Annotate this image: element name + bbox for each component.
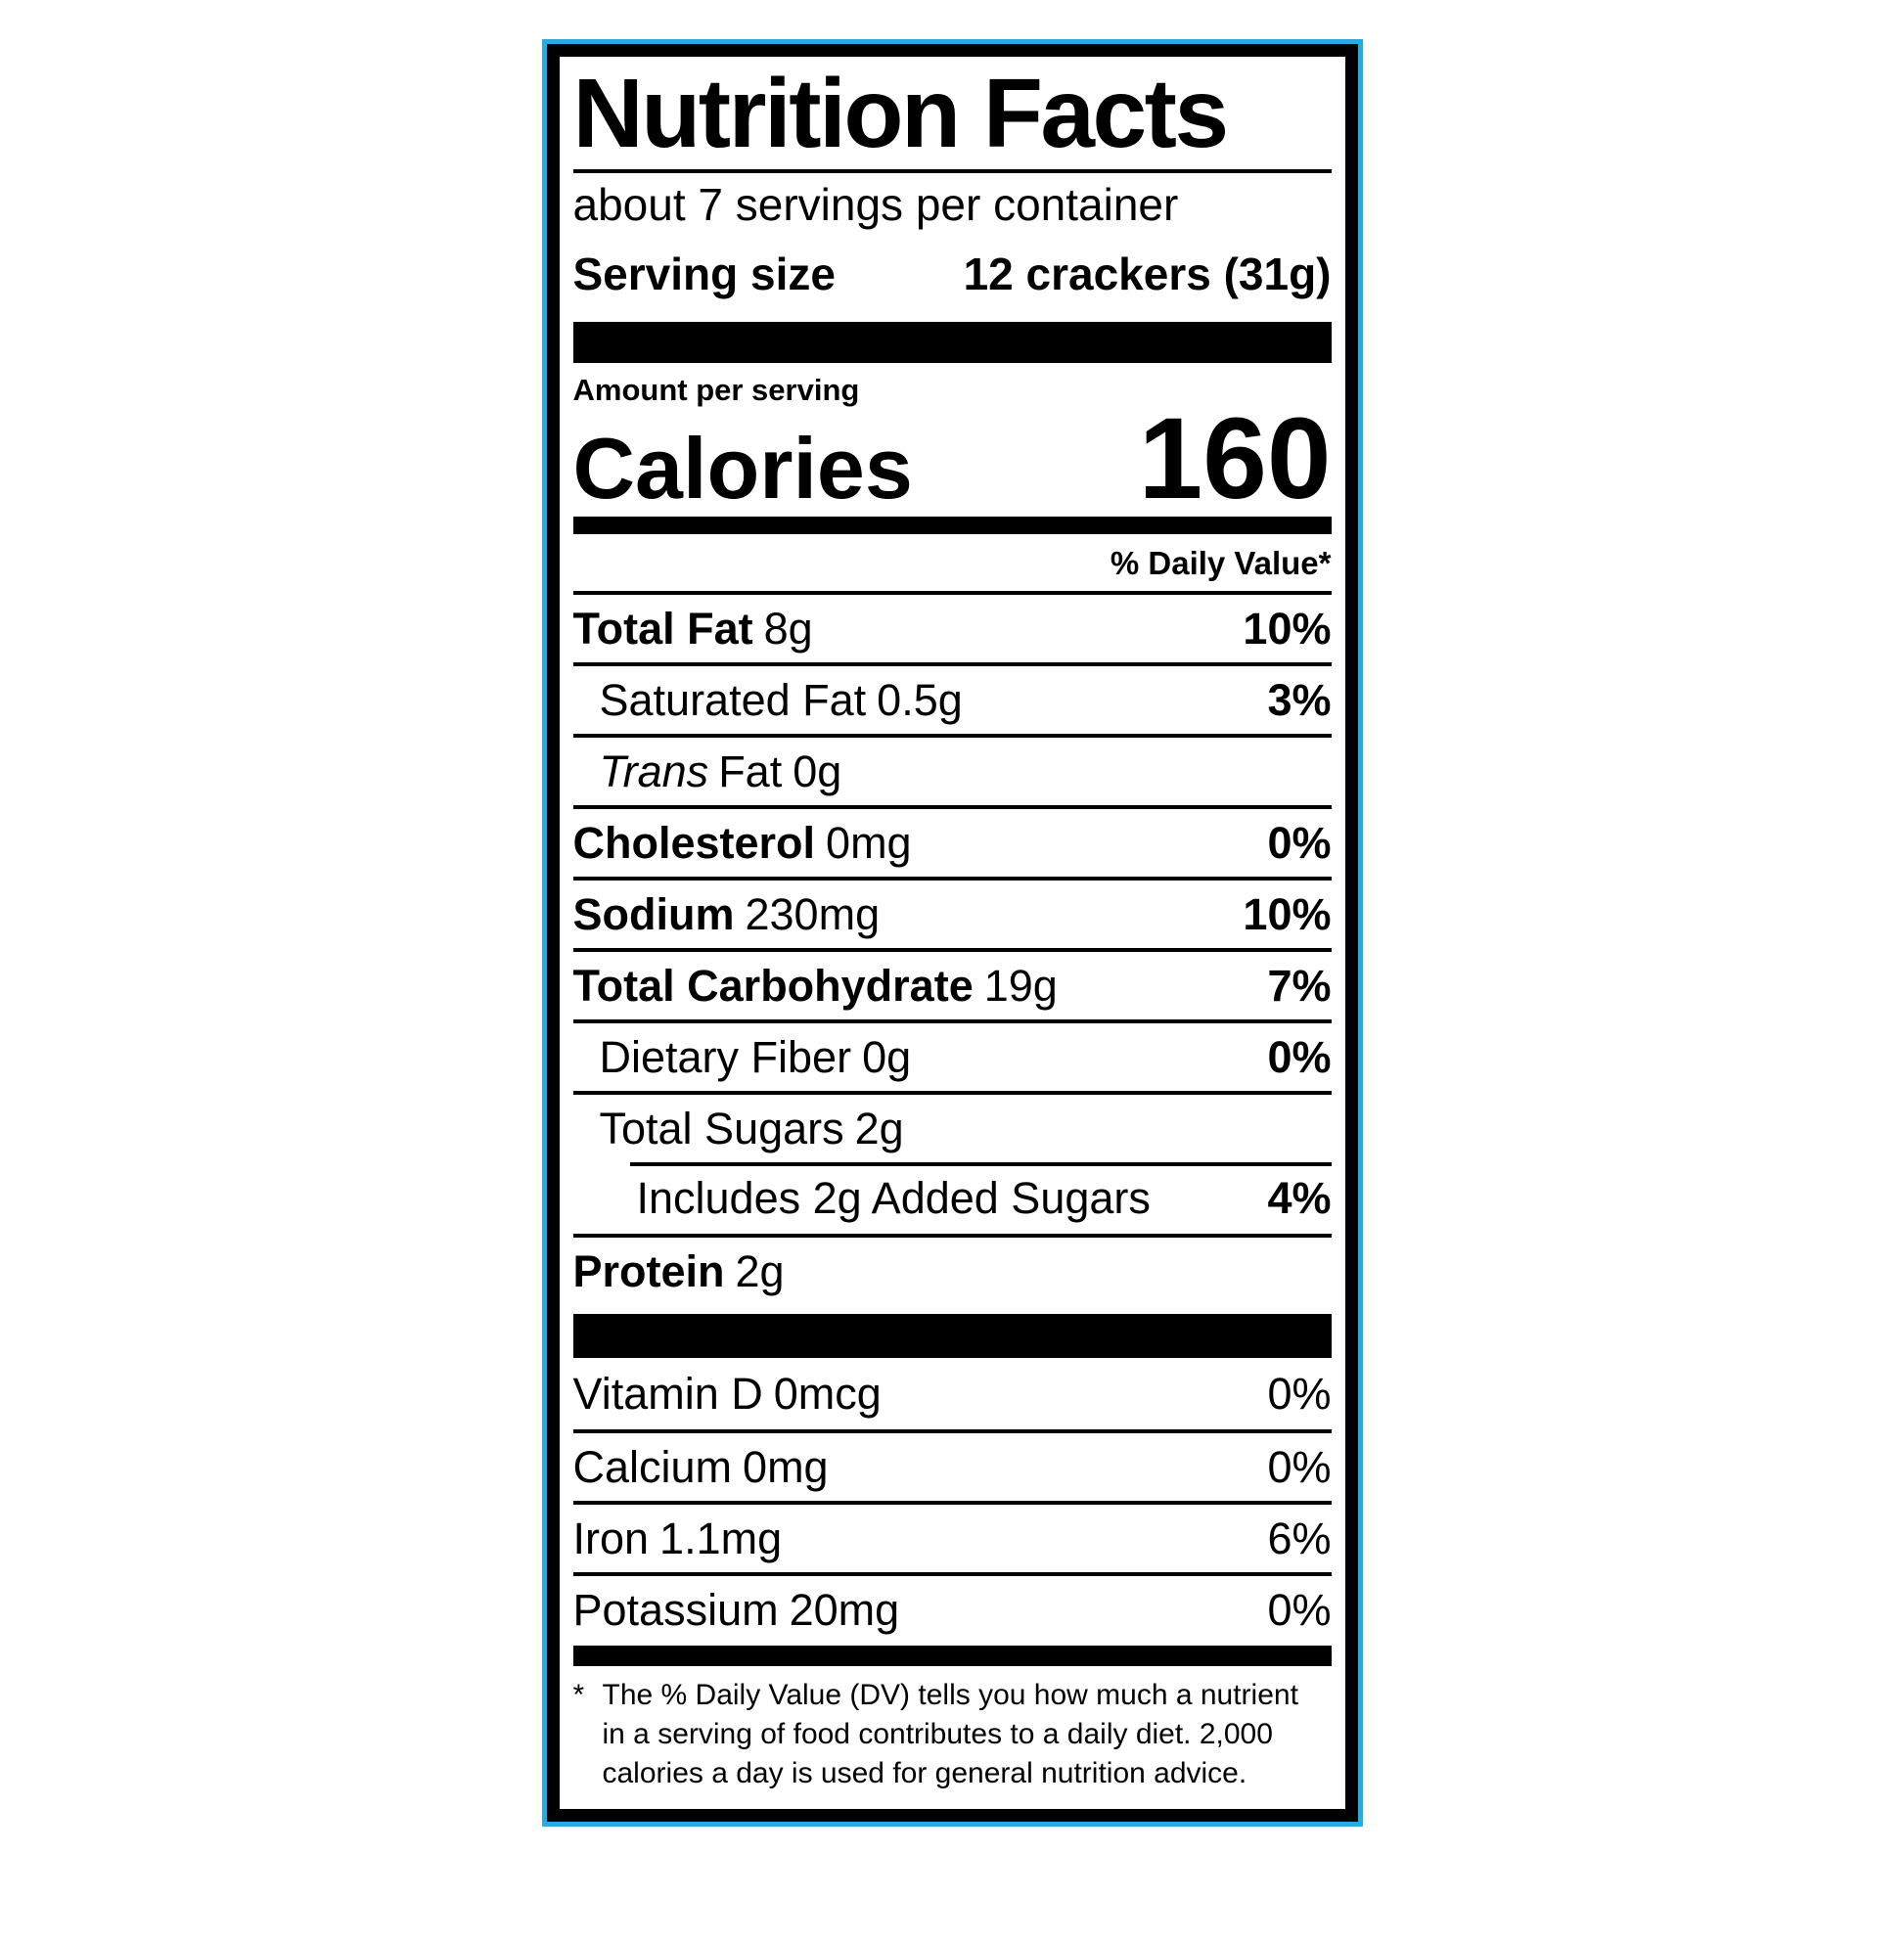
nutrient-name-text: Saturated Fat (599, 675, 867, 726)
footnote-text: The % Daily Value (DV) tells you how muc… (603, 1676, 1298, 1793)
vitamin-name: Calcium 0mg (573, 1445, 829, 1489)
nutrient-name-bold: Cholesterol (572, 818, 816, 869)
row-protein: Protein 2g (572, 1234, 1332, 1305)
nutrient-amount: 2g (854, 1104, 904, 1154)
row-vitamin-d: Vitamin D 0mcg 0% (573, 1358, 1332, 1429)
nutrient-amount: 0.5g (877, 675, 963, 726)
vitamin-name-text: Potassium (572, 1585, 779, 1636)
divider-bar-medium (572, 1646, 1332, 1667)
row-total-sugars: Total Sugars 2g (572, 1091, 1332, 1162)
vitamin-table: Vitamin D 0mcg 0% Calcium 0mg 0% Iron 1.1mg… (572, 1358, 1332, 1644)
nutrient-dv: 0% (1267, 818, 1332, 869)
nutrient-name-bold: Sodium (572, 889, 735, 940)
nutrient-amount: 19g (983, 961, 1058, 1012)
nutrient-name-text: Dietary Fiber (599, 1032, 852, 1083)
nutrient-name-italic: Trans (599, 746, 709, 797)
nutrient-amount: 230mg (745, 889, 881, 940)
footnote-line: The % Daily Value (DV) tells you how muc… (602, 1679, 1298, 1712)
vitamin-dv: 0% (1267, 1585, 1332, 1636)
nutrient-name: Sodium 230mg (573, 892, 881, 936)
nutrient-name: Trans Fat 0g (573, 749, 842, 793)
vitamin-name: Potassium 20mg (573, 1588, 900, 1632)
nutrient-name: Cholesterol 0mg (573, 821, 912, 865)
vitamin-name: Vitamin D 0mcg (573, 1372, 882, 1416)
label-title: Nutrition Facts (572, 59, 1230, 168)
nutrient-amount: 0g (862, 1032, 912, 1083)
row-saturated-fat: Saturated Fat 0.5g 3% (572, 662, 1332, 734)
nutrient-name: Total Carbohydrate 19g (573, 964, 1058, 1008)
row-total-carbohydrate: Total Carbohydrate 19g 7% (572, 948, 1332, 1019)
row-total-fat: Total Fat 8g 10% (572, 591, 1332, 662)
nutrient-name: Includes 2g Added Sugars (573, 1176, 1151, 1220)
row-trans-fat: Trans Fat 0g (572, 734, 1332, 805)
nutrient-name: Dietary Fiber 0g (573, 1035, 912, 1079)
vitamin-dv: 0% (1267, 1369, 1332, 1420)
vitamin-name-text: Iron (572, 1514, 650, 1564)
footnote-line: in a serving of food contributes to a da… (602, 1718, 1273, 1751)
amount-per-serving-heading: Amount per serving (572, 373, 860, 408)
vitamin-amount: 20mg (789, 1585, 900, 1636)
nutrient-amount: 8g (763, 604, 813, 655)
nutrient-dv: 10% (1243, 604, 1332, 655)
row-dietary-fiber: Dietary Fiber 0g 0% (572, 1019, 1332, 1091)
nutrient-amount: 0g (793, 746, 842, 797)
servings-per-container: about 7 servings per container (572, 179, 1179, 230)
vitamin-name: Iron 1.1mg (573, 1516, 783, 1560)
daily-value-footnote: * The % Daily Value (DV) tells you how m… (573, 1676, 1332, 1793)
nutrient-name-text: Includes 2g Added Sugars (636, 1173, 1151, 1224)
nutrient-amount: 0mg (826, 818, 912, 869)
title-divider (572, 169, 1332, 173)
nutrient-name: Protein 2g (573, 1249, 785, 1293)
row-iron: Iron 1.1mg 6% (572, 1501, 1332, 1572)
row-cholesterol: Cholesterol 0mg 0% (572, 805, 1332, 877)
vitamin-amount: 1.1mg (659, 1514, 783, 1564)
row-calcium: Calcium 0mg 0% (572, 1429, 1332, 1501)
vitamin-dv: 6% (1267, 1514, 1332, 1564)
footnote-line: calories a day is used for general nutri… (602, 1757, 1247, 1790)
nutrient-name-bold: Protein (572, 1246, 725, 1297)
vitamin-amount: 0mcg (773, 1369, 882, 1420)
nutrient-dv: 10% (1243, 889, 1332, 940)
serving-size-label: Serving size (572, 248, 836, 299)
divider-bar-thick (572, 322, 1332, 364)
nutrient-amount: 2g (735, 1246, 785, 1297)
vitamin-name-text: Vitamin D (572, 1369, 763, 1420)
divider-bar-thick (572, 1314, 1332, 1359)
nutrient-name-bold: Total Carbohydrate (572, 961, 974, 1012)
calories-value: 160 (1138, 394, 1332, 524)
nutrient-name-text: Total Sugars (599, 1104, 844, 1154)
nutrient-name: Total Sugars 2g (573, 1107, 904, 1151)
nutrient-table: Total Fat 8g 10% Saturated Fat 0.5g 3% Tra… (572, 591, 1332, 1305)
nutrient-name: Saturated Fat 0.5g (573, 678, 963, 722)
daily-value-header: % Daily Value* (1110, 544, 1332, 581)
vitamin-amount: 0mg (743, 1442, 829, 1493)
nutrient-name-text: Fat (718, 746, 783, 797)
nutrient-dv: 3% (1267, 675, 1332, 726)
nutrient-dv: 7% (1267, 961, 1332, 1012)
label-inner-border: Nutrition Facts about 7 servings per con… (546, 44, 1358, 1823)
nutrient-name-bold: Total Fat (572, 604, 753, 655)
row-sodium: Sodium 230mg 10% (572, 877, 1332, 948)
footnote-asterisk: * (572, 1679, 585, 1712)
row-potassium: Potassium 20mg 0% (572, 1572, 1332, 1644)
divider-bar-medium (572, 516, 1332, 534)
row-added-sugars: Includes 2g Added Sugars 4% (573, 1162, 1332, 1234)
nutrient-dv: 0% (1267, 1032, 1332, 1083)
calories-row: Calories 160 (572, 394, 1332, 524)
vitamin-name-text: Calcium (572, 1442, 733, 1493)
nutrition-facts-label: Nutrition Facts about 7 servings per con… (541, 39, 1363, 1828)
calories-label: Calories (572, 420, 913, 518)
serving-size-value: 12 crackers (31g) (963, 248, 1332, 299)
nutrient-name: Total Fat 8g (573, 607, 813, 651)
nutrient-dv: 4% (1267, 1173, 1332, 1224)
vitamin-dv: 0% (1267, 1442, 1332, 1493)
serving-size-row: Serving size 12 crackers (31g) (573, 249, 1332, 300)
